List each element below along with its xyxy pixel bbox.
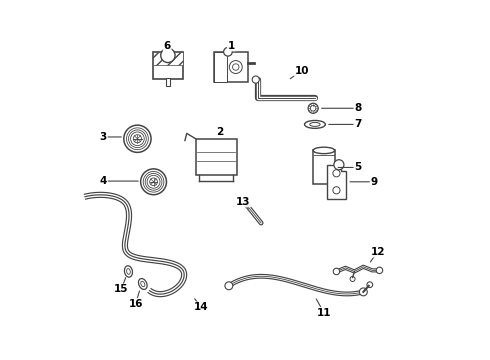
Circle shape bbox=[143, 171, 164, 192]
Bar bbox=[214, 52, 226, 82]
Text: 5: 5 bbox=[354, 162, 362, 172]
Text: 1: 1 bbox=[228, 41, 235, 50]
Text: 9: 9 bbox=[370, 177, 378, 187]
Polygon shape bbox=[326, 165, 346, 199]
Circle shape bbox=[333, 187, 340, 194]
Text: 8: 8 bbox=[354, 103, 362, 113]
Circle shape bbox=[225, 282, 233, 290]
Circle shape bbox=[229, 60, 242, 73]
Circle shape bbox=[359, 288, 368, 296]
Ellipse shape bbox=[304, 121, 325, 129]
Circle shape bbox=[223, 48, 232, 56]
Bar bbox=[313, 150, 335, 184]
Circle shape bbox=[252, 76, 259, 83]
Text: 13: 13 bbox=[236, 197, 250, 207]
Ellipse shape bbox=[310, 122, 320, 126]
Circle shape bbox=[141, 169, 167, 195]
Circle shape bbox=[233, 64, 239, 70]
Circle shape bbox=[334, 160, 344, 170]
Text: 11: 11 bbox=[317, 308, 331, 318]
Ellipse shape bbox=[124, 266, 132, 277]
Bar bbox=[196, 139, 237, 175]
Bar bbox=[153, 52, 183, 79]
Bar bbox=[214, 52, 247, 82]
Circle shape bbox=[128, 130, 147, 148]
Circle shape bbox=[333, 170, 340, 177]
Text: 12: 12 bbox=[370, 247, 385, 257]
Circle shape bbox=[149, 178, 157, 186]
Circle shape bbox=[333, 268, 340, 275]
Text: 16: 16 bbox=[128, 299, 143, 309]
Circle shape bbox=[145, 174, 162, 190]
Ellipse shape bbox=[139, 279, 147, 289]
Circle shape bbox=[367, 282, 373, 288]
Text: 4: 4 bbox=[99, 176, 107, 186]
Bar bbox=[153, 52, 183, 65]
Text: 2: 2 bbox=[216, 127, 223, 136]
Circle shape bbox=[147, 175, 160, 188]
Circle shape bbox=[310, 105, 316, 111]
Circle shape bbox=[124, 125, 151, 152]
Circle shape bbox=[133, 135, 142, 143]
Circle shape bbox=[126, 128, 148, 150]
Ellipse shape bbox=[126, 269, 130, 274]
Bar bbox=[166, 78, 170, 86]
Text: 10: 10 bbox=[294, 66, 309, 76]
Text: 15: 15 bbox=[114, 284, 128, 294]
Circle shape bbox=[131, 132, 144, 145]
Text: 14: 14 bbox=[194, 302, 209, 312]
Circle shape bbox=[161, 48, 175, 63]
Ellipse shape bbox=[313, 147, 335, 154]
Text: 7: 7 bbox=[354, 120, 362, 129]
Circle shape bbox=[376, 267, 383, 274]
Text: 3: 3 bbox=[100, 132, 107, 142]
Circle shape bbox=[350, 276, 355, 282]
Text: 6: 6 bbox=[164, 41, 171, 50]
Circle shape bbox=[308, 103, 318, 113]
Ellipse shape bbox=[141, 281, 145, 287]
